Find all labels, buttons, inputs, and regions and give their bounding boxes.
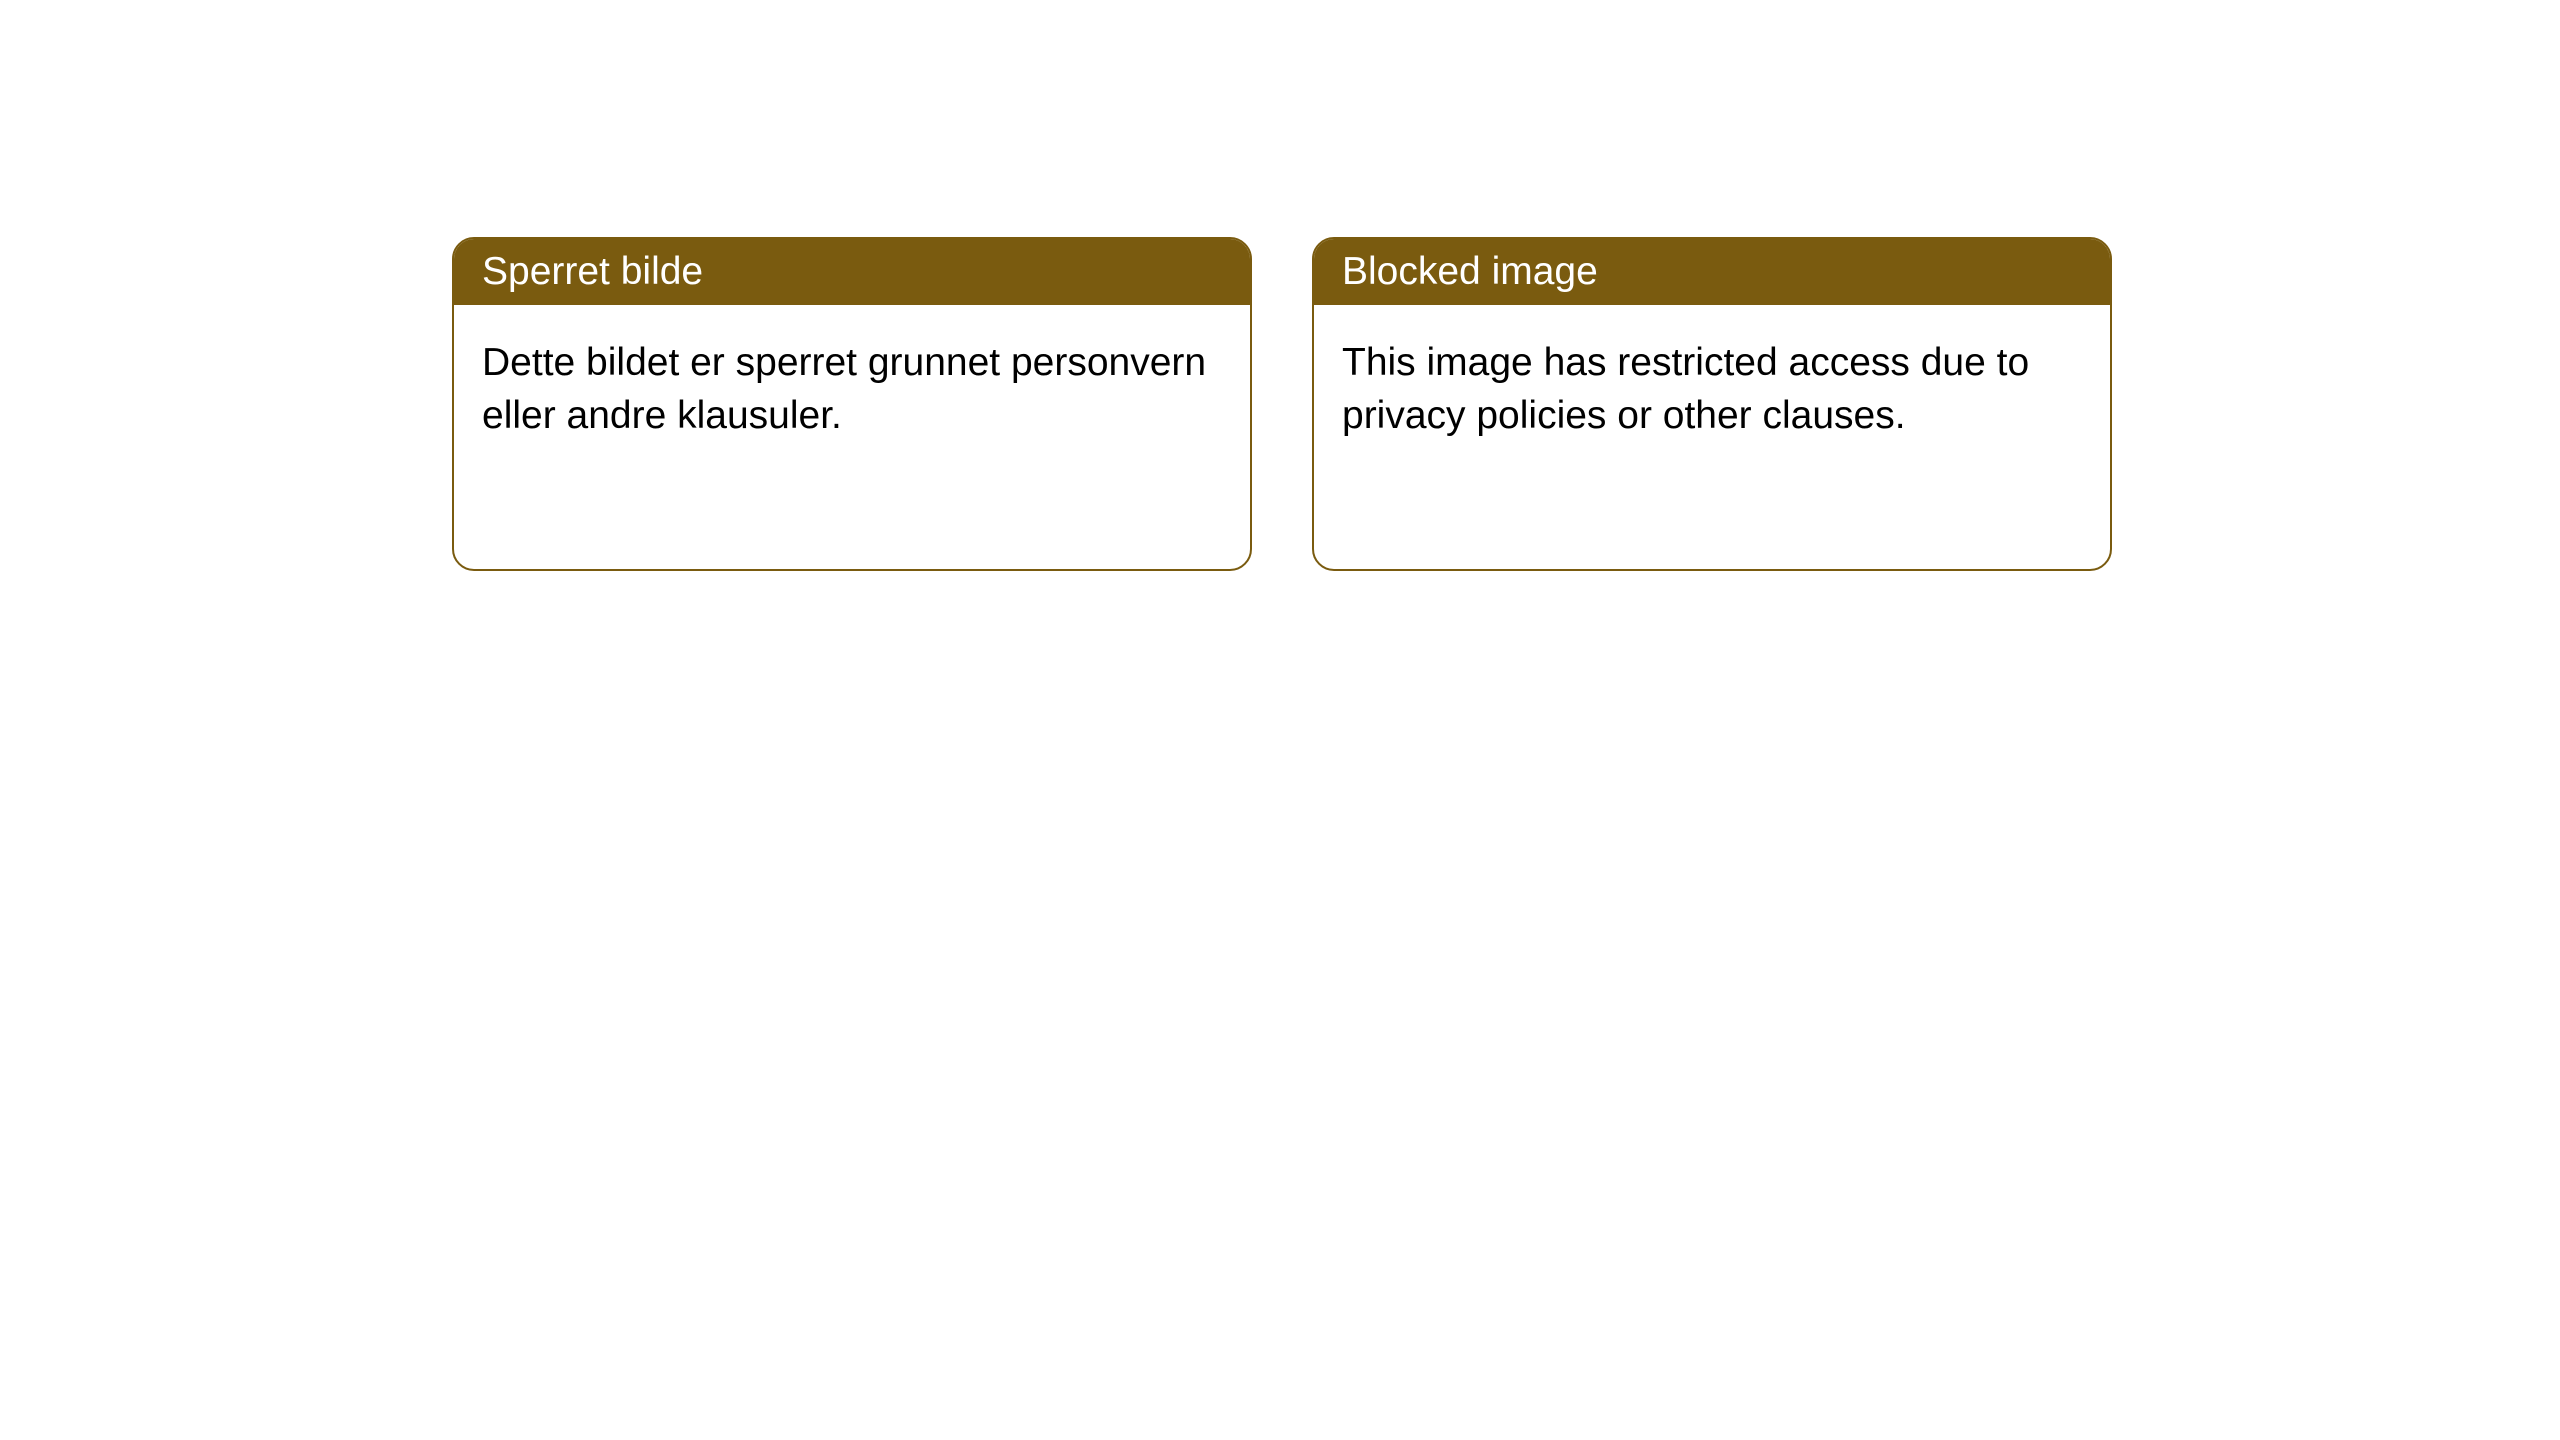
- card-body-english: This image has restricted access due to …: [1314, 305, 2110, 474]
- notice-container: Sperret bilde Dette bildet er sperret gr…: [0, 0, 2560, 571]
- card-header-english: Blocked image: [1314, 239, 2110, 305]
- card-header-norwegian: Sperret bilde: [454, 239, 1250, 305]
- blocked-image-card-norwegian: Sperret bilde Dette bildet er sperret gr…: [452, 237, 1252, 571]
- card-body-norwegian: Dette bildet er sperret grunnet personve…: [454, 305, 1250, 474]
- blocked-image-card-english: Blocked image This image has restricted …: [1312, 237, 2112, 571]
